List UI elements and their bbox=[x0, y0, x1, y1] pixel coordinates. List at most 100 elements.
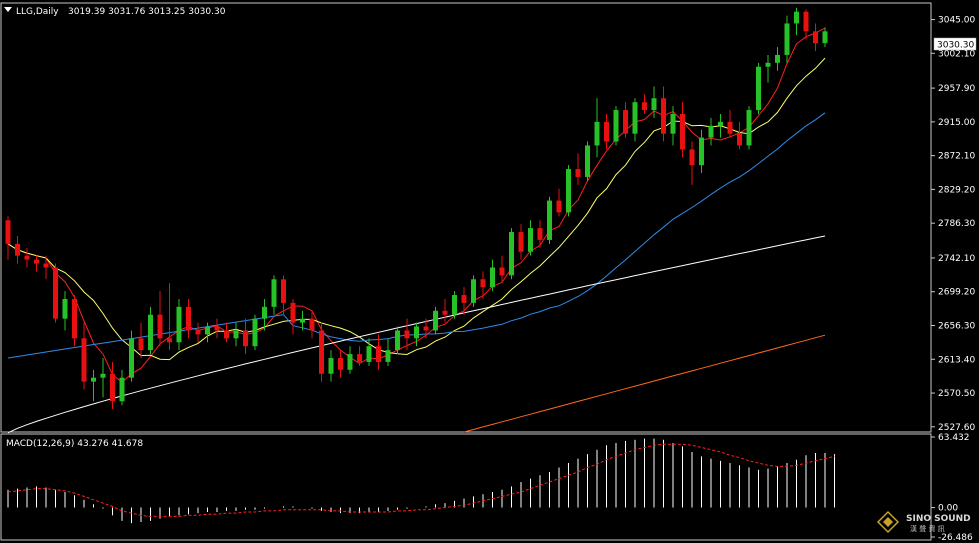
candle bbox=[414, 322, 419, 347]
candle-body bbox=[708, 125, 714, 138]
price-tick-label: 2957.90 bbox=[938, 84, 975, 94]
current-price-tag: 3030.30 bbox=[933, 37, 977, 51]
candle-body bbox=[100, 373, 106, 378]
candle bbox=[233, 322, 239, 347]
candle-body bbox=[176, 306, 182, 343]
candle-body bbox=[62, 298, 68, 319]
candle-body bbox=[537, 228, 543, 240]
candle bbox=[575, 153, 581, 185]
candle bbox=[499, 255, 505, 284]
candle bbox=[442, 298, 448, 323]
symbol-label: LLG,Daily bbox=[16, 7, 59, 17]
candle-body bbox=[699, 137, 704, 166]
candle-body bbox=[490, 267, 495, 288]
candle bbox=[509, 228, 514, 280]
candle-body bbox=[129, 338, 134, 378]
candle bbox=[822, 27, 828, 48]
price-axis: 3045.00 3002.10 2957.90 2915.00 2872.10 2829.… bbox=[931, 16, 975, 433]
candle-body bbox=[138, 338, 144, 351]
candle bbox=[632, 98, 638, 142]
candle bbox=[803, 9, 809, 40]
candle-body bbox=[756, 66, 761, 111]
candle-body bbox=[765, 62, 771, 67]
candle-body bbox=[642, 102, 647, 111]
candle bbox=[214, 318, 220, 339]
candle bbox=[423, 318, 429, 339]
macd-panel bbox=[7, 438, 835, 524]
candle-body bbox=[195, 330, 201, 335]
candle bbox=[72, 295, 77, 347]
candle bbox=[404, 318, 410, 351]
price-tick-label: 2915.00 bbox=[938, 118, 975, 128]
candle-body bbox=[509, 232, 514, 276]
candle-body bbox=[357, 354, 362, 362]
candle-body bbox=[271, 279, 277, 307]
candle bbox=[366, 338, 372, 366]
candle bbox=[347, 346, 353, 374]
candle-body bbox=[680, 113, 685, 150]
candle bbox=[490, 259, 495, 292]
candle bbox=[737, 121, 742, 150]
price-tick-label: 2786.30 bbox=[938, 219, 975, 229]
ohlc-values: 3019.39 3031.76 3013.25 3030.30 bbox=[68, 7, 226, 17]
candle bbox=[699, 129, 704, 174]
candle bbox=[43, 255, 49, 280]
candle-body bbox=[670, 113, 676, 134]
candle-body bbox=[575, 169, 581, 177]
candle bbox=[53, 263, 58, 323]
candle bbox=[461, 287, 467, 315]
macd-axis: 63.432 0.00 -26.486 bbox=[931, 433, 973, 543]
candle-body bbox=[480, 279, 486, 288]
candle-body bbox=[746, 110, 752, 146]
candle bbox=[480, 271, 486, 299]
candle bbox=[157, 291, 163, 347]
macd-label: MACD(12,26,9) 43.276 41.678 bbox=[6, 439, 143, 449]
candle-body bbox=[727, 121, 733, 134]
candle-body bbox=[34, 259, 39, 264]
candle bbox=[765, 54, 771, 83]
candle bbox=[642, 94, 647, 114]
candle-body bbox=[623, 110, 628, 134]
current-price-value: 3030.30 bbox=[937, 41, 974, 51]
candle bbox=[243, 318, 248, 355]
candle-body bbox=[167, 338, 172, 343]
candle-body bbox=[43, 263, 49, 268]
candle bbox=[471, 275, 476, 307]
macd-tick-label: 0.00 bbox=[938, 504, 958, 514]
candle bbox=[176, 298, 182, 351]
candle-body bbox=[395, 330, 400, 351]
candle bbox=[357, 346, 362, 366]
sino-sound-watermark: SINO SOUND 漢 聲 資 訊 bbox=[876, 510, 971, 534]
candle bbox=[129, 330, 134, 382]
candle-body bbox=[347, 354, 353, 370]
candle bbox=[34, 255, 39, 272]
dropdown-triangle-icon[interactable] bbox=[4, 7, 12, 12]
candle-body bbox=[186, 306, 191, 331]
candle-body bbox=[775, 54, 780, 63]
candle-body bbox=[547, 200, 552, 240]
candle-body bbox=[290, 302, 296, 323]
candle-body bbox=[119, 377, 125, 402]
macd-panel-border bbox=[0, 433, 932, 541]
candle bbox=[518, 224, 524, 260]
candle-body bbox=[404, 330, 410, 339]
candle-body bbox=[433, 310, 438, 331]
candle bbox=[328, 350, 334, 382]
candle-body bbox=[784, 23, 790, 55]
candle bbox=[680, 102, 685, 158]
candle-body bbox=[224, 330, 229, 339]
candle bbox=[62, 291, 68, 331]
chart-frame bbox=[0, 2, 932, 541]
price-tick-label: 2829.20 bbox=[938, 185, 975, 195]
candle-body bbox=[566, 169, 571, 213]
candle-body bbox=[148, 314, 153, 351]
candle-body bbox=[423, 326, 429, 331]
candle-body bbox=[661, 98, 666, 134]
candle bbox=[613, 106, 619, 146]
price-tick-label: 2699.20 bbox=[938, 288, 975, 298]
candle bbox=[5, 216, 11, 260]
candle bbox=[708, 117, 714, 146]
candle bbox=[376, 334, 381, 370]
candle-body bbox=[5, 220, 11, 244]
candle-body bbox=[338, 358, 343, 370]
